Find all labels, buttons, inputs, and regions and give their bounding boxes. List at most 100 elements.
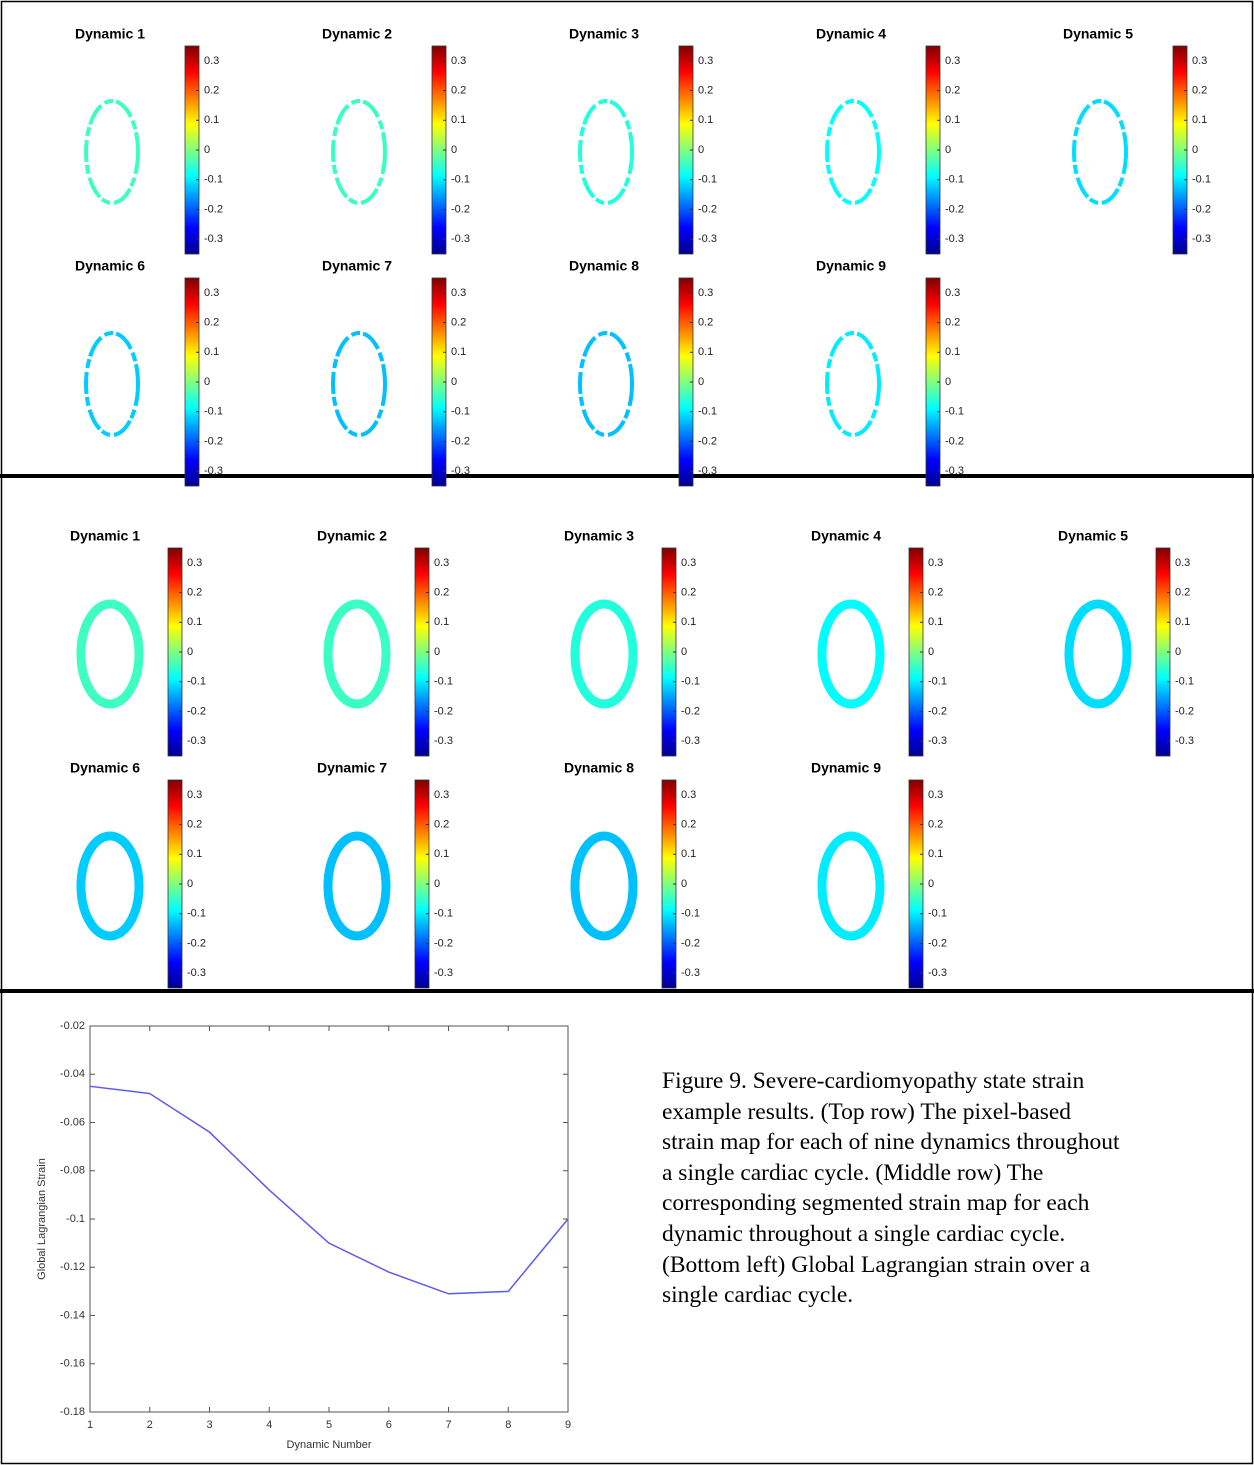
data-line: [89, 1085, 569, 1295]
colorbar-tick-label: 0.3: [434, 789, 449, 801]
panel-title: Dynamic 5: [1058, 528, 1128, 544]
colorbar-tick-label: -0.3: [681, 735, 700, 747]
colorbar-tick-label: 0.1: [204, 346, 219, 358]
strain-ring: [817, 831, 885, 941]
panel-title: Dynamic 1: [75, 26, 145, 42]
strain-ring: [331, 331, 387, 437]
colorbar-tick-label: -0.1: [451, 174, 470, 186]
panel-title: Dynamic 8: [564, 760, 634, 776]
strain-ring: [76, 599, 144, 709]
colorbar-tick-label: 0.1: [1175, 616, 1190, 628]
strain-ring: [323, 831, 391, 941]
colorbar-tick-label: 0.2: [945, 316, 960, 328]
colorbar-tick-label: 0: [681, 646, 687, 658]
colorbar-tick-label: 0.1: [1192, 114, 1207, 126]
colorbar-tick-label: -0.3: [451, 233, 470, 245]
colorbar-tick-label: 0.3: [204, 287, 219, 299]
colorbar-tick-label: -0.1: [928, 676, 947, 688]
strain-ring: [84, 331, 140, 437]
strain-ring: [76, 831, 144, 941]
colorbar-tick-label: 0: [681, 878, 687, 890]
x-tick-label: 6: [386, 1419, 392, 1431]
colorbar-tick-label: 0.2: [1192, 84, 1207, 96]
colorbar-tick-label: -0.2: [434, 937, 453, 949]
panel-title: Dynamic 9: [811, 760, 881, 776]
colorbar-tick-label: 0.1: [681, 848, 696, 860]
strain-ring: [570, 599, 638, 709]
colorbar-tick-label: -0.2: [698, 435, 717, 447]
colorbar-tick-label: 0.1: [681, 616, 696, 628]
colorbar-tick-label: 0: [434, 878, 440, 890]
strain-ring: [817, 599, 885, 709]
colorbar-tick-label: 0.3: [451, 287, 466, 299]
colorbar-tick-label: 0.3: [434, 557, 449, 569]
x-tick-label: 1: [87, 1419, 93, 1431]
strain-ring: [825, 331, 881, 437]
colorbar-tick-label: 0.2: [434, 586, 449, 598]
colorbar-tick-label: 0.2: [681, 586, 696, 598]
colorbar-tick-label: 0.2: [434, 818, 449, 830]
colorbar-tick-label: 0.1: [698, 346, 713, 358]
colorbar-tick-label: 0: [928, 878, 934, 890]
strain-ring: [323, 599, 391, 709]
panel-title: Dynamic 3: [569, 26, 639, 42]
colorbar-tick-label: -0.1: [187, 676, 206, 688]
colorbar-tick-label: 0.2: [187, 818, 202, 830]
x-tick-label: 2: [147, 1419, 153, 1431]
colorbar-tick-label: 0.2: [681, 818, 696, 830]
strain-ring: [825, 99, 881, 205]
colorbar-tick-label: -0.3: [434, 735, 453, 747]
colorbar-tick-label: -0.3: [204, 233, 223, 245]
colorbar-tick-label: 0.1: [434, 616, 449, 628]
colorbar-tick-label: -0.2: [928, 937, 947, 949]
colorbar-tick-label: -0.3: [698, 233, 717, 245]
strain-ring: [578, 99, 634, 205]
colorbar-tick-label: -0.1: [945, 406, 964, 418]
colorbar-tick-label: -0.1: [204, 174, 223, 186]
colorbar-tick-label: 0.2: [451, 84, 466, 96]
panel-title: Dynamic 2: [317, 528, 387, 544]
colorbar-tick-label: 0: [451, 376, 457, 388]
colorbar-tick-label: 0.3: [945, 55, 960, 67]
colorbar-tick-label: 0: [1175, 646, 1181, 658]
panel-title: Dynamic 4: [816, 26, 886, 42]
colorbar-tick-label: -0.1: [434, 908, 453, 920]
panel-title: Dynamic 1: [70, 528, 140, 544]
colorbar-tick-label: -0.2: [451, 203, 470, 215]
colorbar-tick-label: -0.3: [945, 465, 964, 477]
colorbar-tick-label: 0.1: [204, 114, 219, 126]
colorbar-tick-label: -0.1: [434, 676, 453, 688]
colorbar-tick-label: 0: [451, 144, 457, 156]
colorbar-tick-label: -0.2: [204, 435, 223, 447]
panel-title: Dynamic 6: [75, 258, 145, 274]
strain-ring: [1064, 599, 1132, 709]
colorbar-tick-label: -0.1: [681, 908, 700, 920]
colorbar-tick-label: 0: [434, 646, 440, 658]
colorbar-tick-label: -0.2: [187, 705, 206, 717]
caption: Figure 9. Severe-cardiomyopathy state st…: [662, 1068, 1120, 1309]
colorbar-tick-label: -0.3: [928, 735, 947, 747]
colorbar-tick-label: -0.3: [434, 967, 453, 979]
colorbar-tick-label: 0.3: [1192, 55, 1207, 67]
colorbar-tick-label: -0.3: [187, 735, 206, 747]
colorbar-tick-label: 0.1: [945, 114, 960, 126]
colorbar-tick-label: 0.1: [451, 346, 466, 358]
colorbar-tick-label: 0.2: [928, 586, 943, 598]
colorbar-tick-label: -0.3: [945, 233, 964, 245]
y-tick-label: -0.18: [60, 1406, 85, 1418]
colorbar-tick-label: 0.3: [698, 55, 713, 67]
colorbar-tick-label: 0.3: [681, 557, 696, 569]
strain-ring: [331, 99, 387, 205]
colorbar-tick-label: 0.2: [945, 84, 960, 96]
colorbar-tick-label: 0.1: [698, 114, 713, 126]
panel-title: Dynamic 7: [322, 258, 392, 274]
colorbar-tick-label: -0.2: [204, 203, 223, 215]
colorbar-tick-label: -0.1: [1175, 676, 1194, 688]
colorbar-tick-label: -0.1: [698, 406, 717, 418]
colorbar-tick-label: 0.2: [698, 316, 713, 328]
colorbar-tick-label: -0.1: [1192, 174, 1211, 186]
colorbar-tick-label: -0.1: [451, 406, 470, 418]
colorbar-tick-label: -0.1: [928, 908, 947, 920]
x-tick-label: 9: [565, 1419, 571, 1431]
colorbar-tick-label: -0.2: [928, 705, 947, 717]
